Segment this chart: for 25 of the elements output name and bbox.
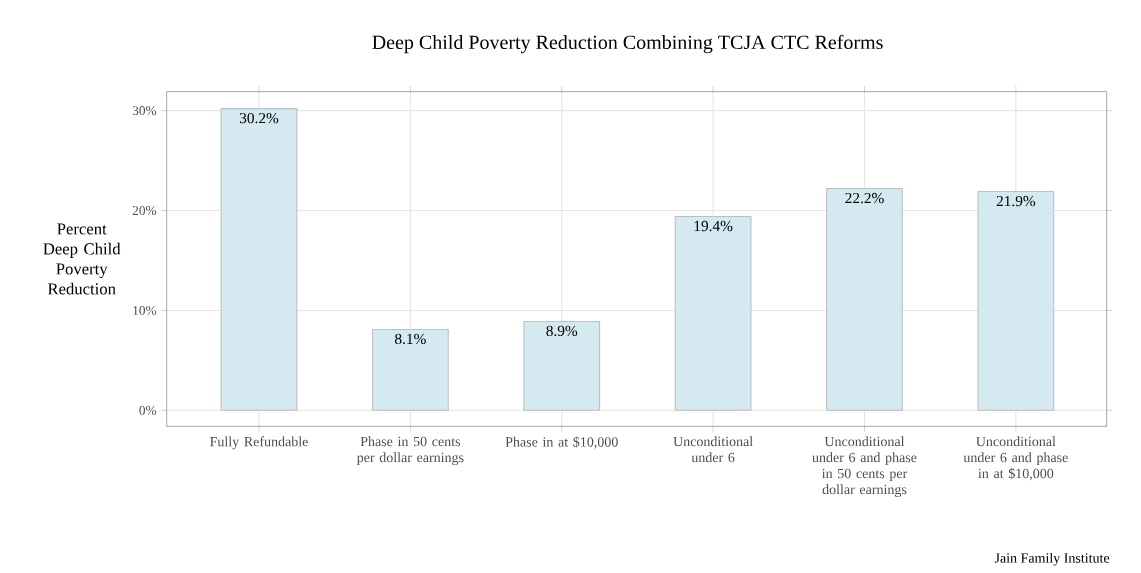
x-tick-label: Phase in 50 cents per dollar earnings [356, 436, 464, 466]
data-label: 22.2% [845, 192, 884, 204]
y-tick-label: 10% [133, 305, 157, 315]
x-tick-label: Phase in at $10,000 [505, 436, 618, 449]
y-tick-label: 0% [139, 405, 157, 415]
x-tick-label: Unconditional under 6 and phase in 50 cents per dollar earnings [812, 436, 917, 498]
bar [220, 108, 298, 411]
data-label: 19.4% [694, 220, 733, 232]
x-tick-label: Unconditional under 6 [673, 436, 753, 463]
data-label: 21.9% [996, 195, 1036, 207]
x-tick-label: Unconditional under 6 and phase in at $10,000 [963, 436, 1068, 481]
text: Jain Family Institute [994, 552, 1110, 566]
data-label: 30.2% [239, 112, 279, 124]
chart-title: Deep Child Poverty Reduction Combining TCJA CTC Reforms [372, 34, 883, 54]
y-tick-label: 30% [132, 106, 157, 116]
data-label: 8.1% [395, 333, 426, 345]
bar [826, 188, 903, 411]
bar [674, 215, 752, 411]
bar [372, 328, 449, 411]
x-tick-label: Fully Refundable [210, 436, 308, 450]
data-label: 8.9% [546, 325, 578, 337]
y-axis-title: Percent Deep Child Poverty Reduction [43, 223, 121, 295]
y-tick-label: 20% [132, 206, 157, 216]
bar [977, 191, 1055, 411]
bar [523, 320, 601, 411]
